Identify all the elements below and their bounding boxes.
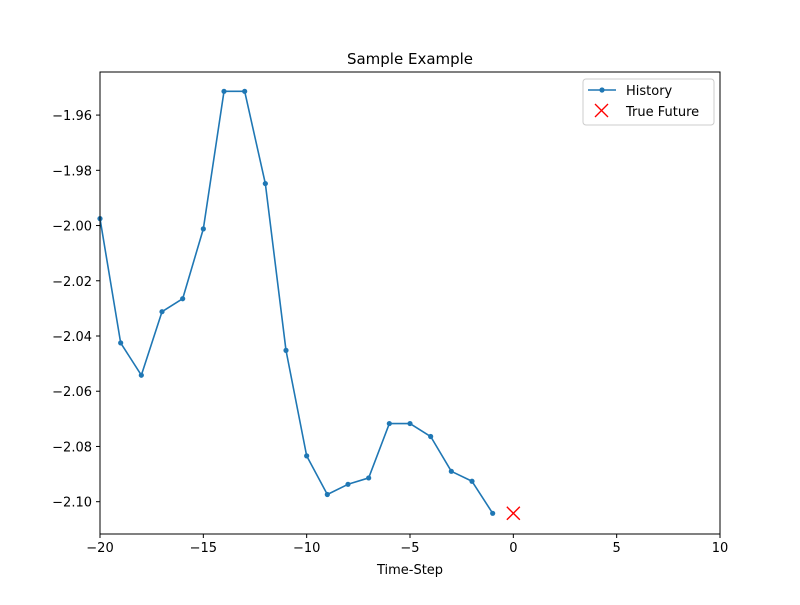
- x-tick-label: −10: [293, 541, 320, 556]
- history-point: [221, 88, 227, 94]
- history-point: [324, 491, 330, 498]
- history-point: [138, 372, 144, 378]
- y-tick-label: −2.06: [52, 385, 92, 400]
- history-point: [283, 347, 289, 353]
- history-point: [490, 510, 496, 516]
- history-point: [345, 481, 351, 487]
- x-tick-label: 10: [712, 541, 729, 556]
- x-tick-label: 0: [509, 541, 517, 556]
- history-point: [304, 453, 310, 459]
- history-point: [407, 420, 413, 427]
- y-tick-label: −2.08: [52, 440, 92, 455]
- plot-area: [97, 71, 721, 535]
- x-axis: −20 −15 −10 −5 0 5 10: [86, 534, 728, 556]
- chart-title: Sample Example: [347, 50, 473, 68]
- legend-label-true-future: True Future: [625, 105, 699, 120]
- true-future-marker: [506, 506, 521, 521]
- history-point: [118, 340, 124, 346]
- history-point: [386, 420, 392, 427]
- x-tick-label: −15: [190, 541, 217, 556]
- legend-true-future-swatch: [594, 103, 609, 118]
- history-point: [366, 475, 372, 481]
- legend: History True Future: [582, 78, 715, 126]
- history-point: [469, 478, 475, 484]
- x-axis-label: Time-Step: [376, 563, 443, 578]
- history-point: [448, 468, 454, 474]
- x-tick-label: −5: [400, 541, 419, 556]
- history-point: [180, 296, 186, 302]
- y-tick-label: −1.98: [52, 164, 92, 179]
- legend-history-marker-swatch: [599, 87, 605, 93]
- series-layer: [97, 88, 521, 521]
- y-tick-label: −1.96: [52, 109, 92, 124]
- history-point: [242, 88, 248, 94]
- history-point: [428, 433, 434, 440]
- history-point: [200, 226, 206, 232]
- history-point: [262, 180, 268, 187]
- y-tick-label: −2.04: [52, 330, 92, 345]
- x-tick-label: 5: [613, 541, 621, 556]
- y-tick-label: −2.00: [52, 220, 92, 235]
- history-point: [159, 309, 165, 315]
- x-tick-label: −20: [86, 541, 113, 556]
- y-axis: −2.10 −2.08 −2.06 −2.04 −2.02 −2.00 −1.98 −1.96: [52, 109, 100, 511]
- history-line: [99, 90, 494, 514]
- legend-label-history: History: [626, 84, 673, 99]
- y-tick-label: −2.02: [52, 275, 92, 290]
- y-tick-label: −2.10: [52, 496, 92, 511]
